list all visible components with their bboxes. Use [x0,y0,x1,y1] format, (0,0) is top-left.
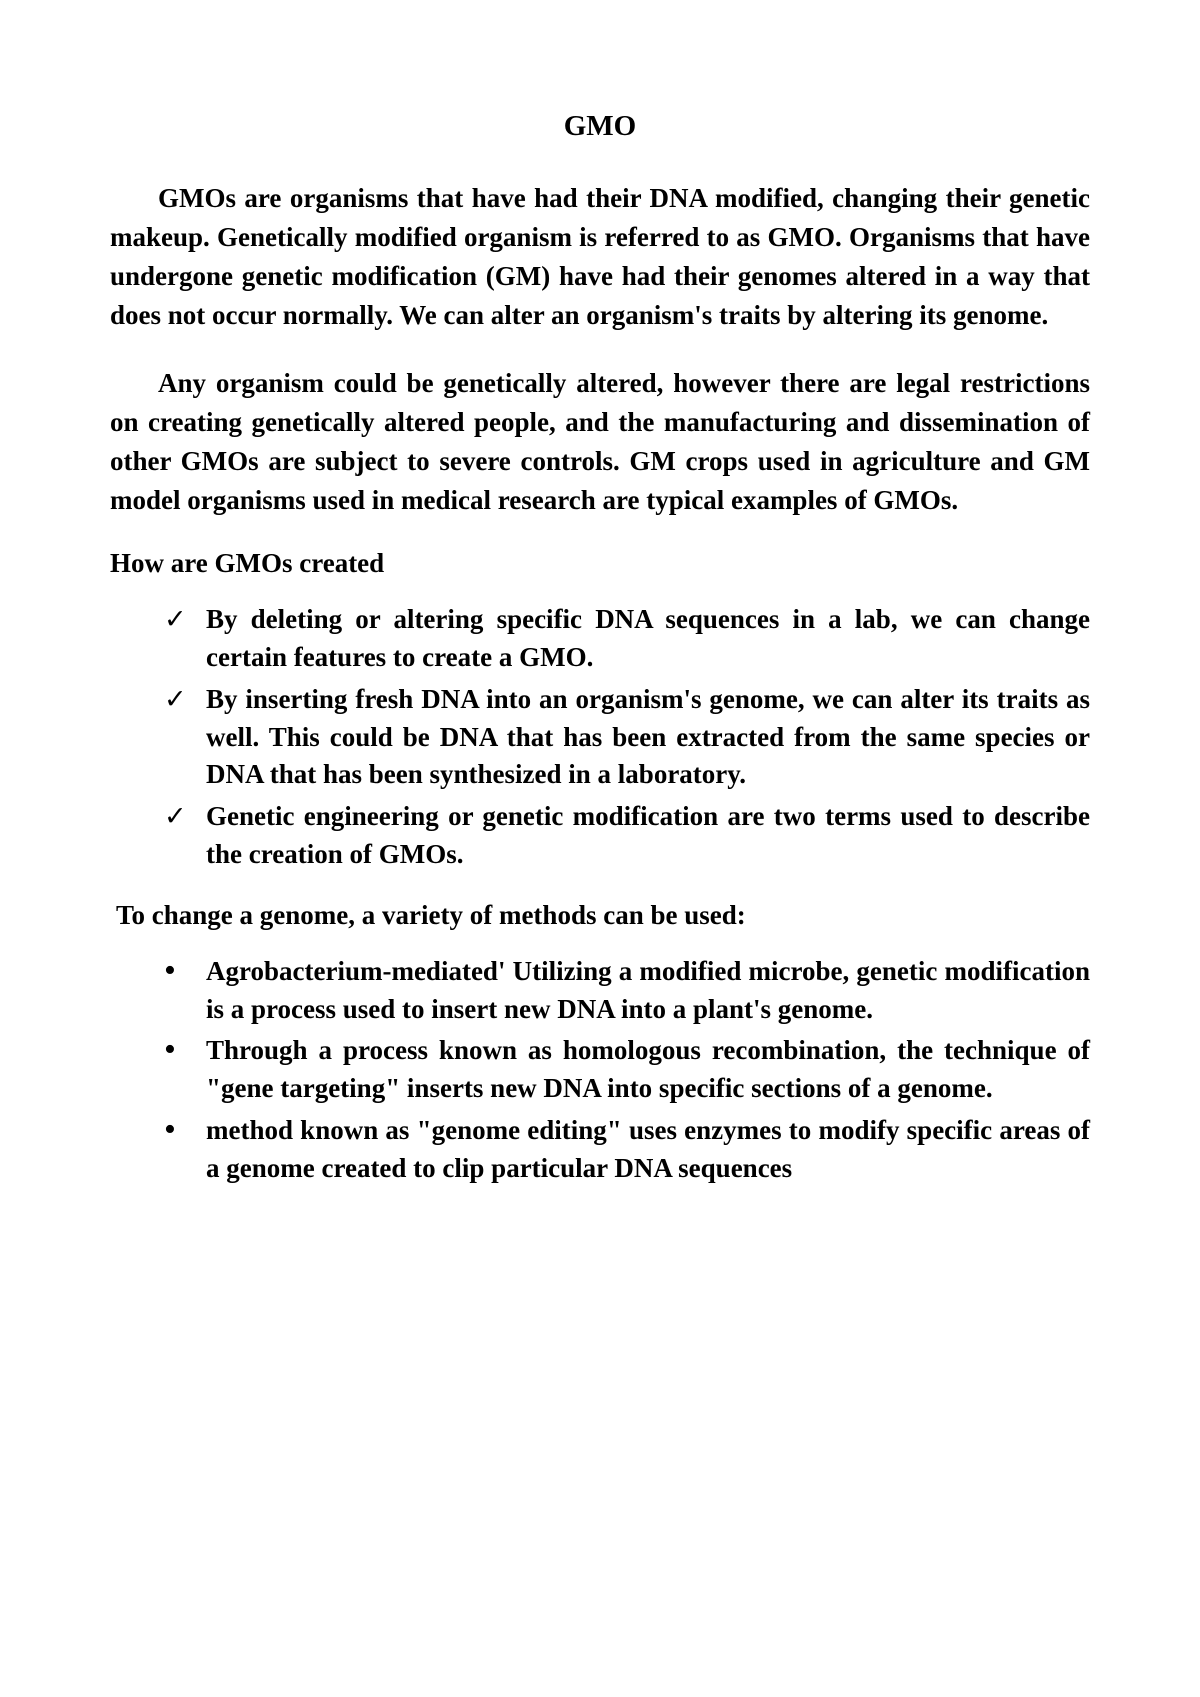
list-item: Agrobacterium-mediated' Utilizing a modi… [164,953,1090,1029]
list-how-created: By deleting or altering specific DNA seq… [110,601,1090,874]
list-item: By inserting fresh DNA into an organism'… [164,681,1090,794]
list-item: Genetic engineering or genetic modificat… [164,798,1090,874]
heading-methods: To change a genome, a variety of methods… [116,900,1090,931]
page-title: GMO [110,110,1090,143]
list-item: method known as "genome editing" uses en… [164,1112,1090,1188]
heading-how-created: How are GMOs created [110,548,1090,579]
list-item: Through a process known as homologous re… [164,1032,1090,1108]
list-methods: Agrobacterium-mediated' Utilizing a modi… [110,953,1090,1188]
paragraph-intro-1: GMOs are organisms that have had their D… [110,179,1090,336]
paragraph-intro-2: Any organism could be genetically altere… [110,364,1090,521]
list-item: By deleting or altering specific DNA seq… [164,601,1090,677]
